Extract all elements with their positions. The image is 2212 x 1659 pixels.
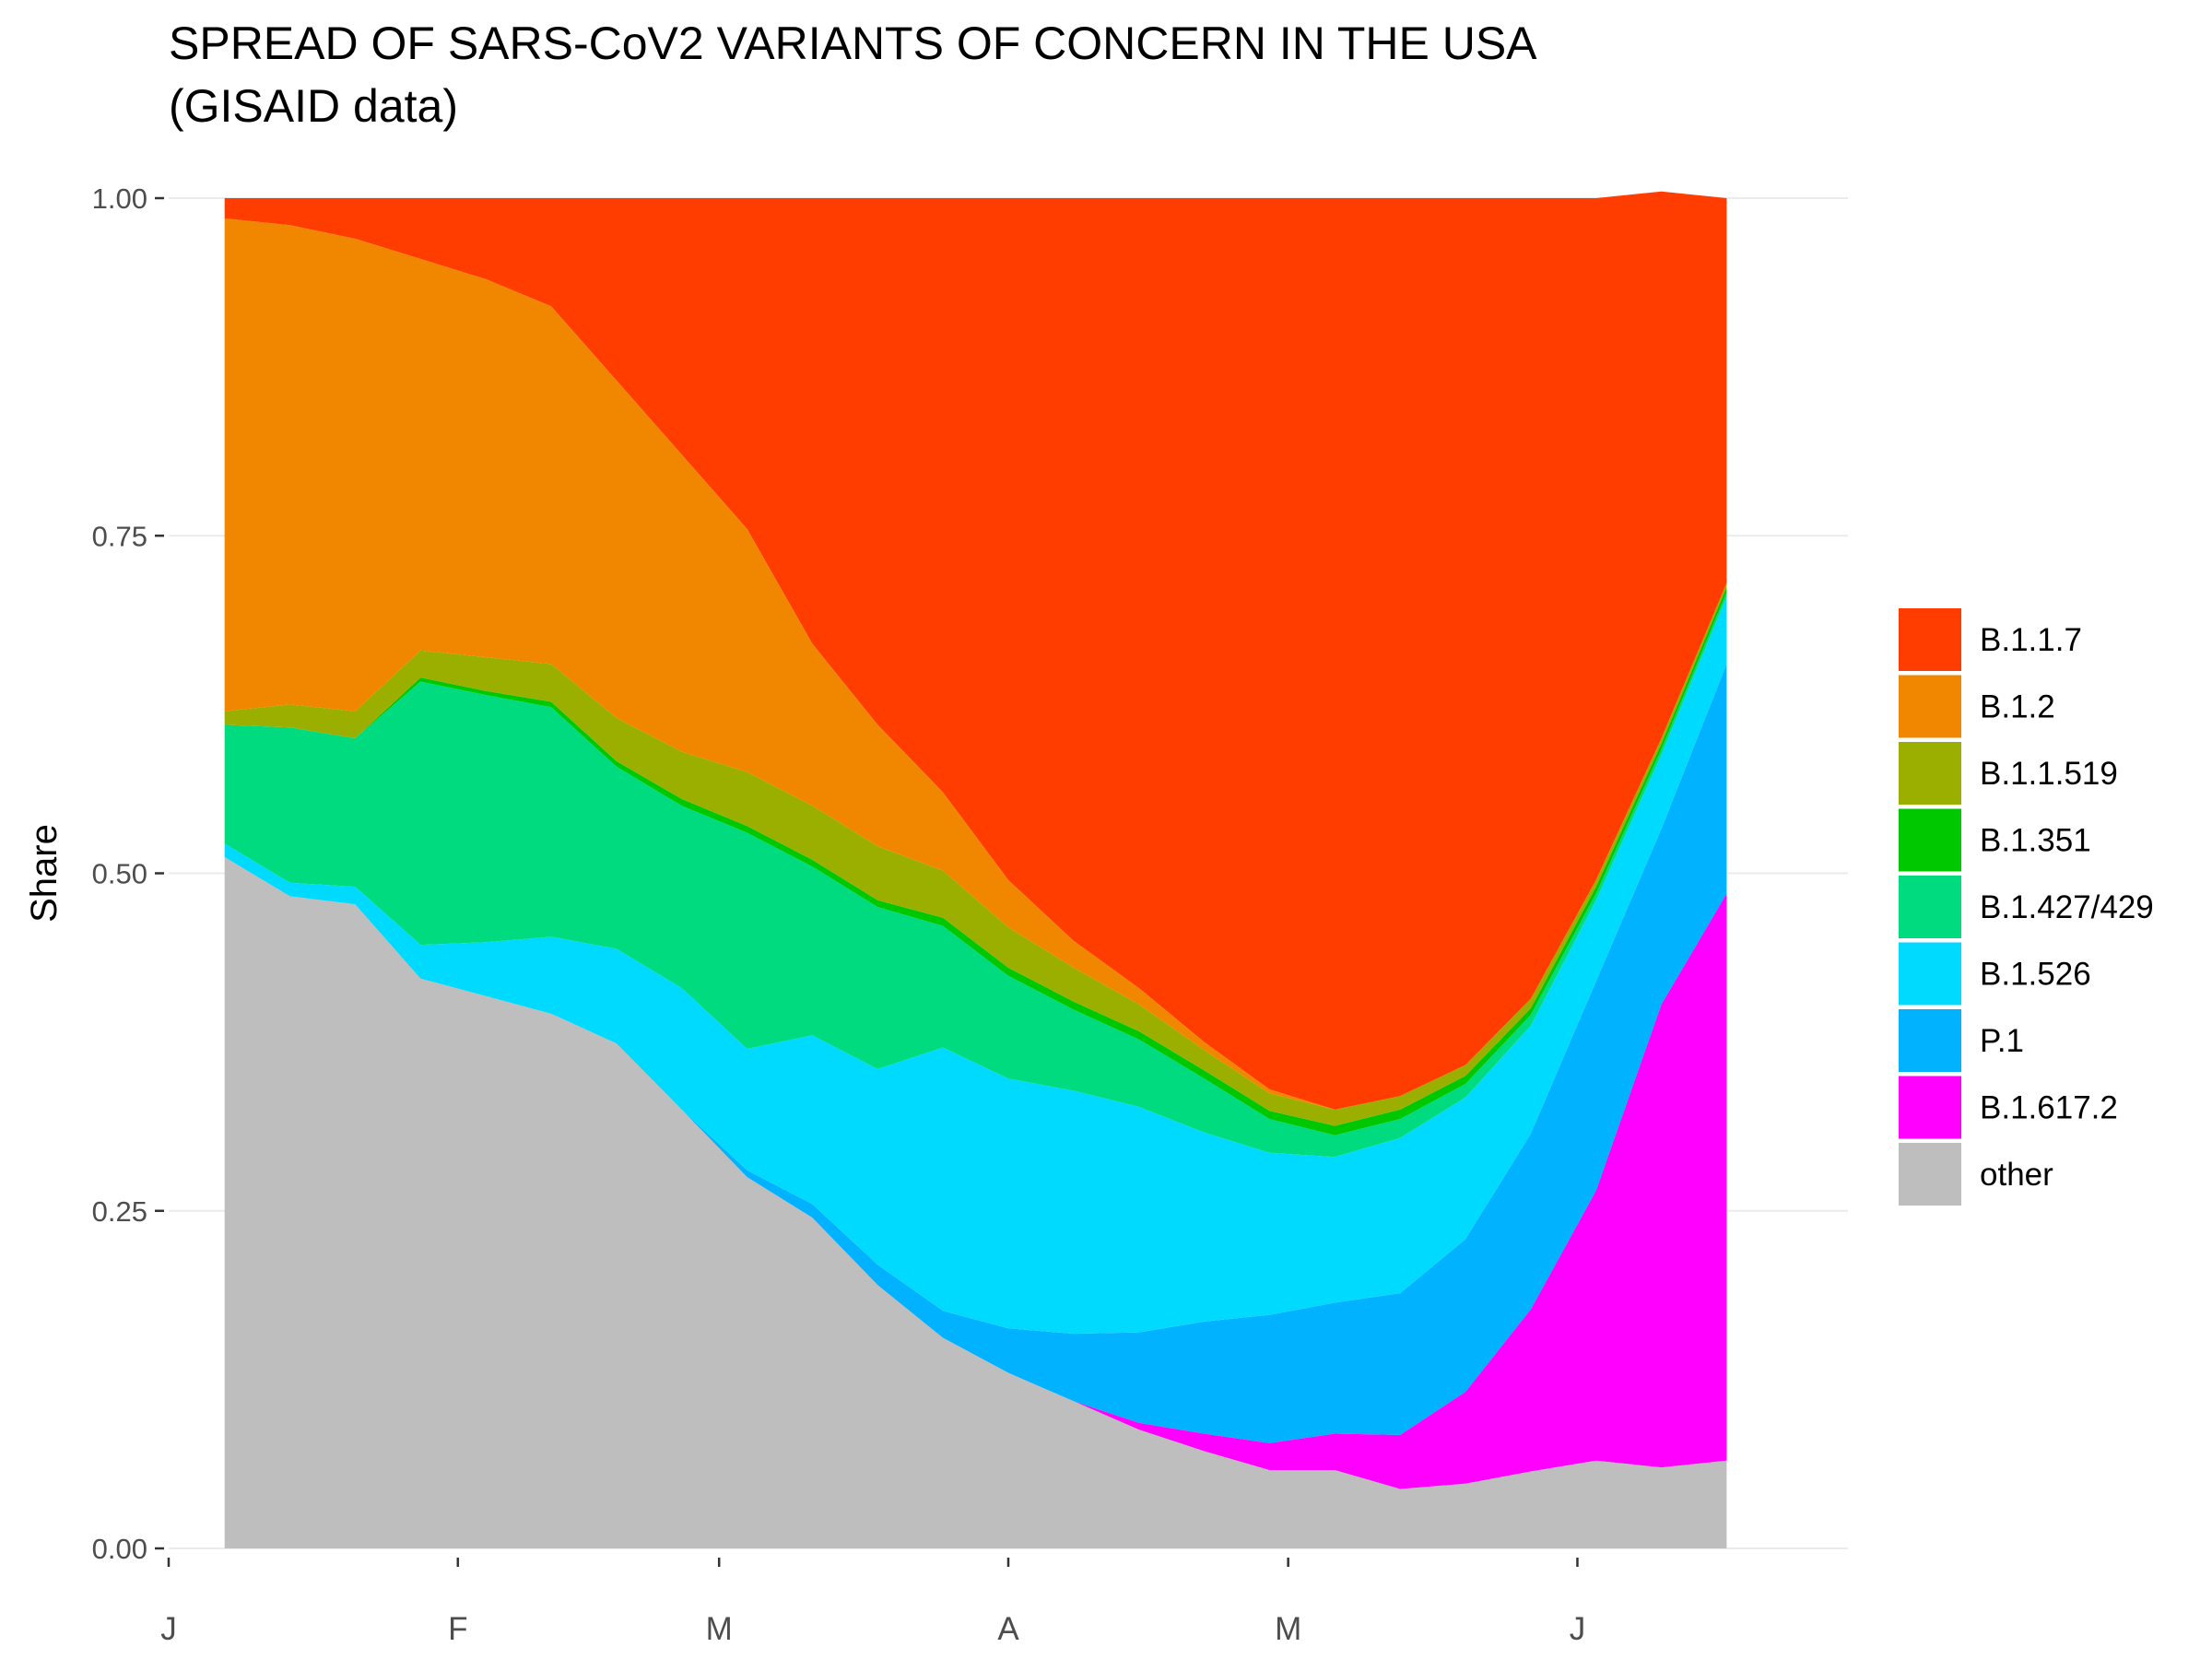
- legend-label-b-1-2: B.1.2: [1980, 689, 2055, 725]
- x-tick-label: A: [997, 1611, 1019, 1647]
- area-series-b-1-2: [224, 218, 1727, 1110]
- y-tick-label: 0.50: [92, 858, 147, 890]
- x-tick-label: M: [1275, 1611, 1301, 1647]
- legend-label-b-1-526: B.1.526: [1980, 957, 2091, 993]
- legend-label-b-1-617-2: B.1.617.2: [1980, 1090, 2118, 1126]
- legend-key-b-1-351: [1899, 808, 1961, 872]
- area-series-b-1-1-519: [224, 582, 1727, 1126]
- legend-label-other: other: [1980, 1157, 2053, 1193]
- chart-title: SPREAD OF SARS-CoV2 VARIANTS OF CONCERN …: [169, 18, 1537, 69]
- y-tick-label: 0.00: [92, 1533, 147, 1565]
- legend-label-b-1-351: B.1.351: [1980, 823, 2091, 859]
- area-series-b-1-1-7: [224, 191, 1727, 1110]
- x-tick-label: F: [448, 1611, 467, 1647]
- legend-label-b-1-1-7: B.1.1.7: [1980, 622, 2082, 658]
- y-tick-label: 0.25: [92, 1195, 147, 1228]
- area-series-other: [224, 856, 1727, 1548]
- legend: B.1.1.7 B.1.2 B.1.1.519 B.1.351 B.1.427/429 B…: [1899, 608, 2154, 1206]
- legend-label-b-1-1-519: B.1.1.519: [1980, 756, 2118, 792]
- legend-key-b-1-2: [1899, 675, 1961, 738]
- legend-key-p-1: [1899, 1009, 1961, 1072]
- area-series-b-1-526: [224, 596, 1727, 1335]
- y-tick-label: 0.75: [92, 520, 147, 552]
- area-series-b-1-617-2: [224, 856, 1727, 1489]
- stacked-areas: [224, 191, 1727, 1548]
- legend-key-b-1-427-429: [1899, 876, 1961, 938]
- legend-label-b-1-427-429: B.1.427/429: [1980, 889, 2154, 925]
- legend-key-other: [1899, 1143, 1961, 1206]
- y-tick-label: 1.00: [92, 182, 147, 215]
- chart-subtitle: (GISAID data): [169, 80, 458, 132]
- legend-key-b-1-1-7: [1899, 608, 1961, 671]
- x-tick-label: J: [1570, 1611, 1586, 1647]
- legend-key-b-1-1-519: [1899, 742, 1961, 805]
- legend-label-p-1: P.1: [1980, 1023, 2024, 1059]
- legend-key-b-1-526: [1899, 942, 1961, 1006]
- area-series-b-1-427-429: [224, 592, 1727, 1158]
- x-tick-label: M: [706, 1611, 733, 1647]
- axes: 0.00 0.25 0.50 0.75 1.00 J F M A M J: [92, 182, 1586, 1647]
- y-axis-label: Share: [24, 824, 65, 923]
- legend-key-b-1-617-2: [1899, 1076, 1961, 1139]
- x-tick-label: J: [160, 1611, 177, 1647]
